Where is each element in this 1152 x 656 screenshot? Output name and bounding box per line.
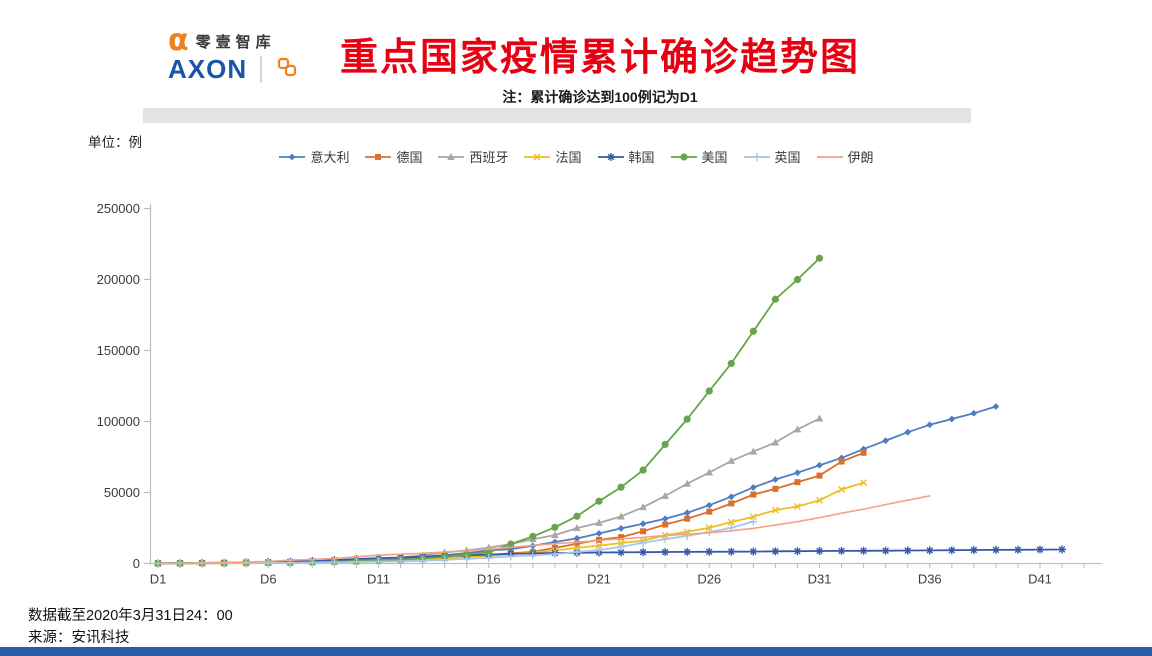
page-title: 重点国家疫情累计确诊趋势图 xyxy=(339,37,860,79)
series-法国 xyxy=(154,479,868,567)
chart-note: 注：累计确诊达到100例记为D1 xyxy=(502,89,698,105)
svg-text:200000: 200000 xyxy=(97,272,140,287)
legend-marker-icon xyxy=(438,152,465,160)
legend-label: 韩国 xyxy=(628,150,655,165)
series-西班牙 xyxy=(154,414,824,567)
chain-icon xyxy=(277,57,297,82)
svg-text:D41: D41 xyxy=(1028,572,1052,587)
series-英国 xyxy=(154,517,758,568)
legend-marker-icon xyxy=(816,155,843,158)
series-美国 xyxy=(154,254,824,567)
legend-label: 法国 xyxy=(555,150,582,165)
source-text: 来源：安讯科技 xyxy=(28,630,130,646)
bottom-accent-bar xyxy=(0,647,1152,656)
chart-legend: 意大利 德国 西班牙 法国 韩国 美国 英国 伊朗 xyxy=(0,147,1152,166)
svg-text:250000: 250000 xyxy=(97,201,140,216)
legend-item: 伊朗 xyxy=(816,147,874,166)
legend-item: 意大利 xyxy=(278,147,349,166)
svg-text:100000: 100000 xyxy=(97,414,140,429)
logo-divider: │ xyxy=(255,56,269,81)
svg-text:50000: 50000 xyxy=(104,485,140,500)
legend-marker-icon xyxy=(597,152,624,161)
legend-label: 英国 xyxy=(774,150,801,165)
brand-name-cn: 零壹智库 xyxy=(195,33,276,51)
legend-label: 德国 xyxy=(396,150,423,165)
legend-label: 美国 xyxy=(701,150,728,165)
series-意大利 xyxy=(154,403,1000,567)
legend-item: 美国 xyxy=(670,147,728,166)
axon-logo: α 零壹智库 AXON │ xyxy=(168,23,318,84)
series-德国 xyxy=(155,449,867,567)
svg-text:D16: D16 xyxy=(477,572,501,587)
svg-text:0: 0 xyxy=(133,556,140,571)
legend-label: 西班牙 xyxy=(469,150,509,165)
legend-item: 德国 xyxy=(364,147,422,166)
svg-text:D6: D6 xyxy=(260,572,277,587)
svg-text:D1: D1 xyxy=(150,572,167,587)
legend-marker-icon xyxy=(524,153,551,160)
legend-item: 英国 xyxy=(743,147,801,166)
legend-item: 法国 xyxy=(523,147,582,166)
legend-marker-icon xyxy=(743,152,770,161)
legend-marker-icon xyxy=(365,153,392,160)
svg-text:D36: D36 xyxy=(918,572,942,587)
legend-marker-icon xyxy=(670,152,697,161)
svg-text:150000: 150000 xyxy=(97,343,140,358)
legend-label: 意大利 xyxy=(310,150,350,165)
legend-label: 伊朗 xyxy=(847,150,874,165)
series-伊朗 xyxy=(157,495,931,565)
unit-label: 单位：例 xyxy=(88,135,142,150)
svg-text:D31: D31 xyxy=(808,572,832,587)
legend-item: 西班牙 xyxy=(437,147,508,166)
svg-text:D11: D11 xyxy=(367,572,390,587)
legend-item: 韩国 xyxy=(597,147,655,166)
svg-text:D21: D21 xyxy=(587,572,611,587)
svg-text:D26: D26 xyxy=(697,572,721,587)
series-韩国 xyxy=(154,545,1067,568)
header-divider-banner xyxy=(143,108,971,123)
data-cutoff-text: 数据截至2020年3月31日24：00 xyxy=(28,608,233,624)
legend-marker-icon xyxy=(279,153,306,160)
alpha-logo-icon: α xyxy=(168,23,189,58)
brand-name-en: AXON xyxy=(168,54,248,84)
